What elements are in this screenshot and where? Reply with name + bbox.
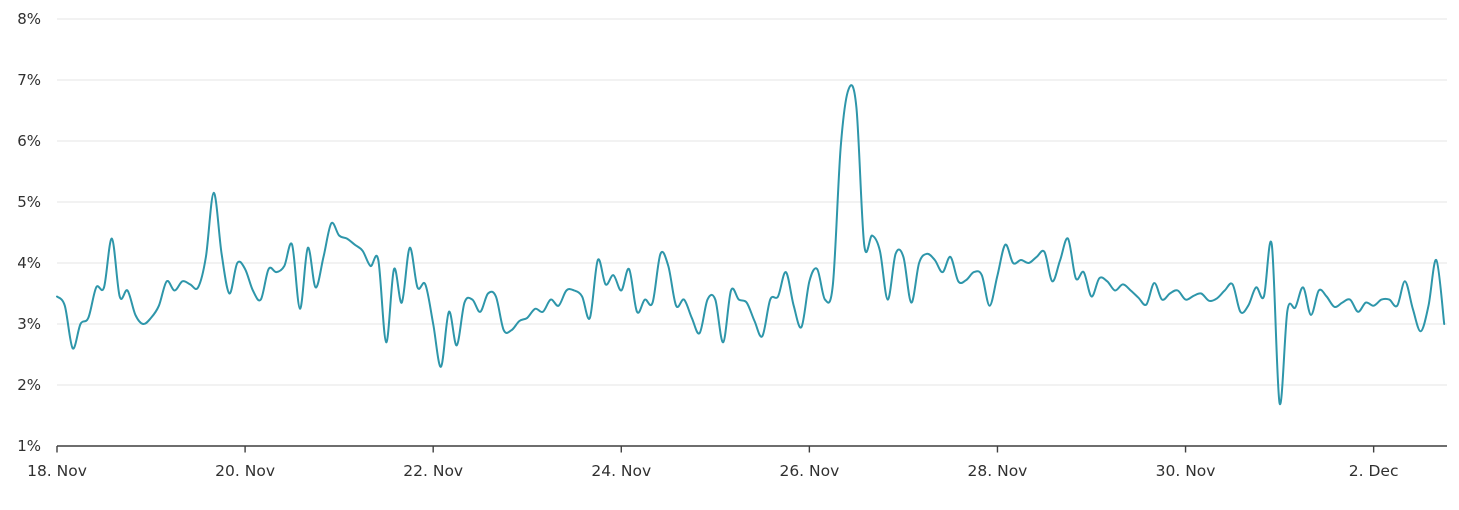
x-tick-label: 22. Nov xyxy=(403,462,463,480)
y-tick-label: 6% xyxy=(17,132,41,150)
series-line[interactable] xyxy=(56,84,1446,405)
y-tick-label: 3% xyxy=(17,315,41,333)
y-tick-label: 7% xyxy=(17,71,41,89)
x-tick-label: 2. Dec xyxy=(1349,462,1399,480)
x-axis-ticks xyxy=(56,446,1375,453)
y-tick-label: 8% xyxy=(17,10,41,28)
x-tick-label: 24. Nov xyxy=(591,462,651,480)
x-tick-label: 26. Nov xyxy=(779,462,839,480)
series-group xyxy=(56,84,1446,405)
plot-area[interactable] xyxy=(57,14,1447,446)
x-tick-label: 20. Nov xyxy=(215,462,275,480)
y-tick-label: 4% xyxy=(17,254,41,272)
y-tick-label: 2% xyxy=(17,376,41,394)
y-grid-lines xyxy=(57,18,1447,386)
x-axis-labels: 18. Nov 20. Nov 22. Nov 24. Nov 26. Nov 28. N… xyxy=(27,462,1398,480)
y-tick-label: 5% xyxy=(17,193,41,211)
x-tick-label: 18. Nov xyxy=(27,462,87,480)
y-axis-labels: 1% 2% 3% 4% 5% 6% 7% 8% xyxy=(17,10,41,455)
x-tick-label: 30. Nov xyxy=(1156,462,1216,480)
x-tick-label: 28. Nov xyxy=(968,462,1028,480)
y-tick-label: 1% xyxy=(17,437,41,455)
